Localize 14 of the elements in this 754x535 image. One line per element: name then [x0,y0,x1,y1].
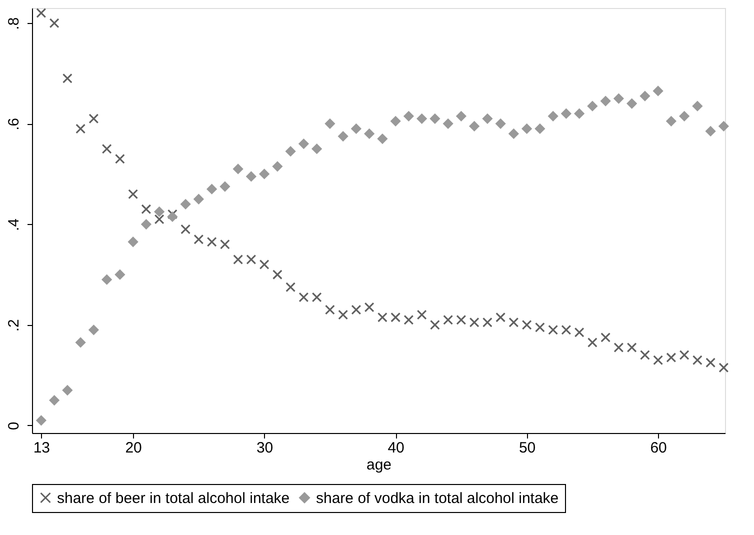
x-tick-label: 20 [125,440,142,456]
legend-label: share of beer in total alcohol intake [57,490,290,507]
x-tick-label: 50 [518,440,536,456]
y-tick-label: .4 [6,218,22,232]
x-tick-label: 40 [388,440,404,456]
y-tick-label: .2 [6,319,22,332]
x-tick-label: 13 [33,440,50,456]
y-tick-label: .8 [6,17,22,30]
x-axis-title: age [366,456,392,474]
x-tick-label: 30 [256,440,274,456]
x-tick-label: 60 [650,440,667,456]
y-tick-label: 0 [6,422,22,430]
legend-label: share of vodka in total alcohol intake [316,490,559,507]
y-tick-label: .6 [6,118,22,130]
